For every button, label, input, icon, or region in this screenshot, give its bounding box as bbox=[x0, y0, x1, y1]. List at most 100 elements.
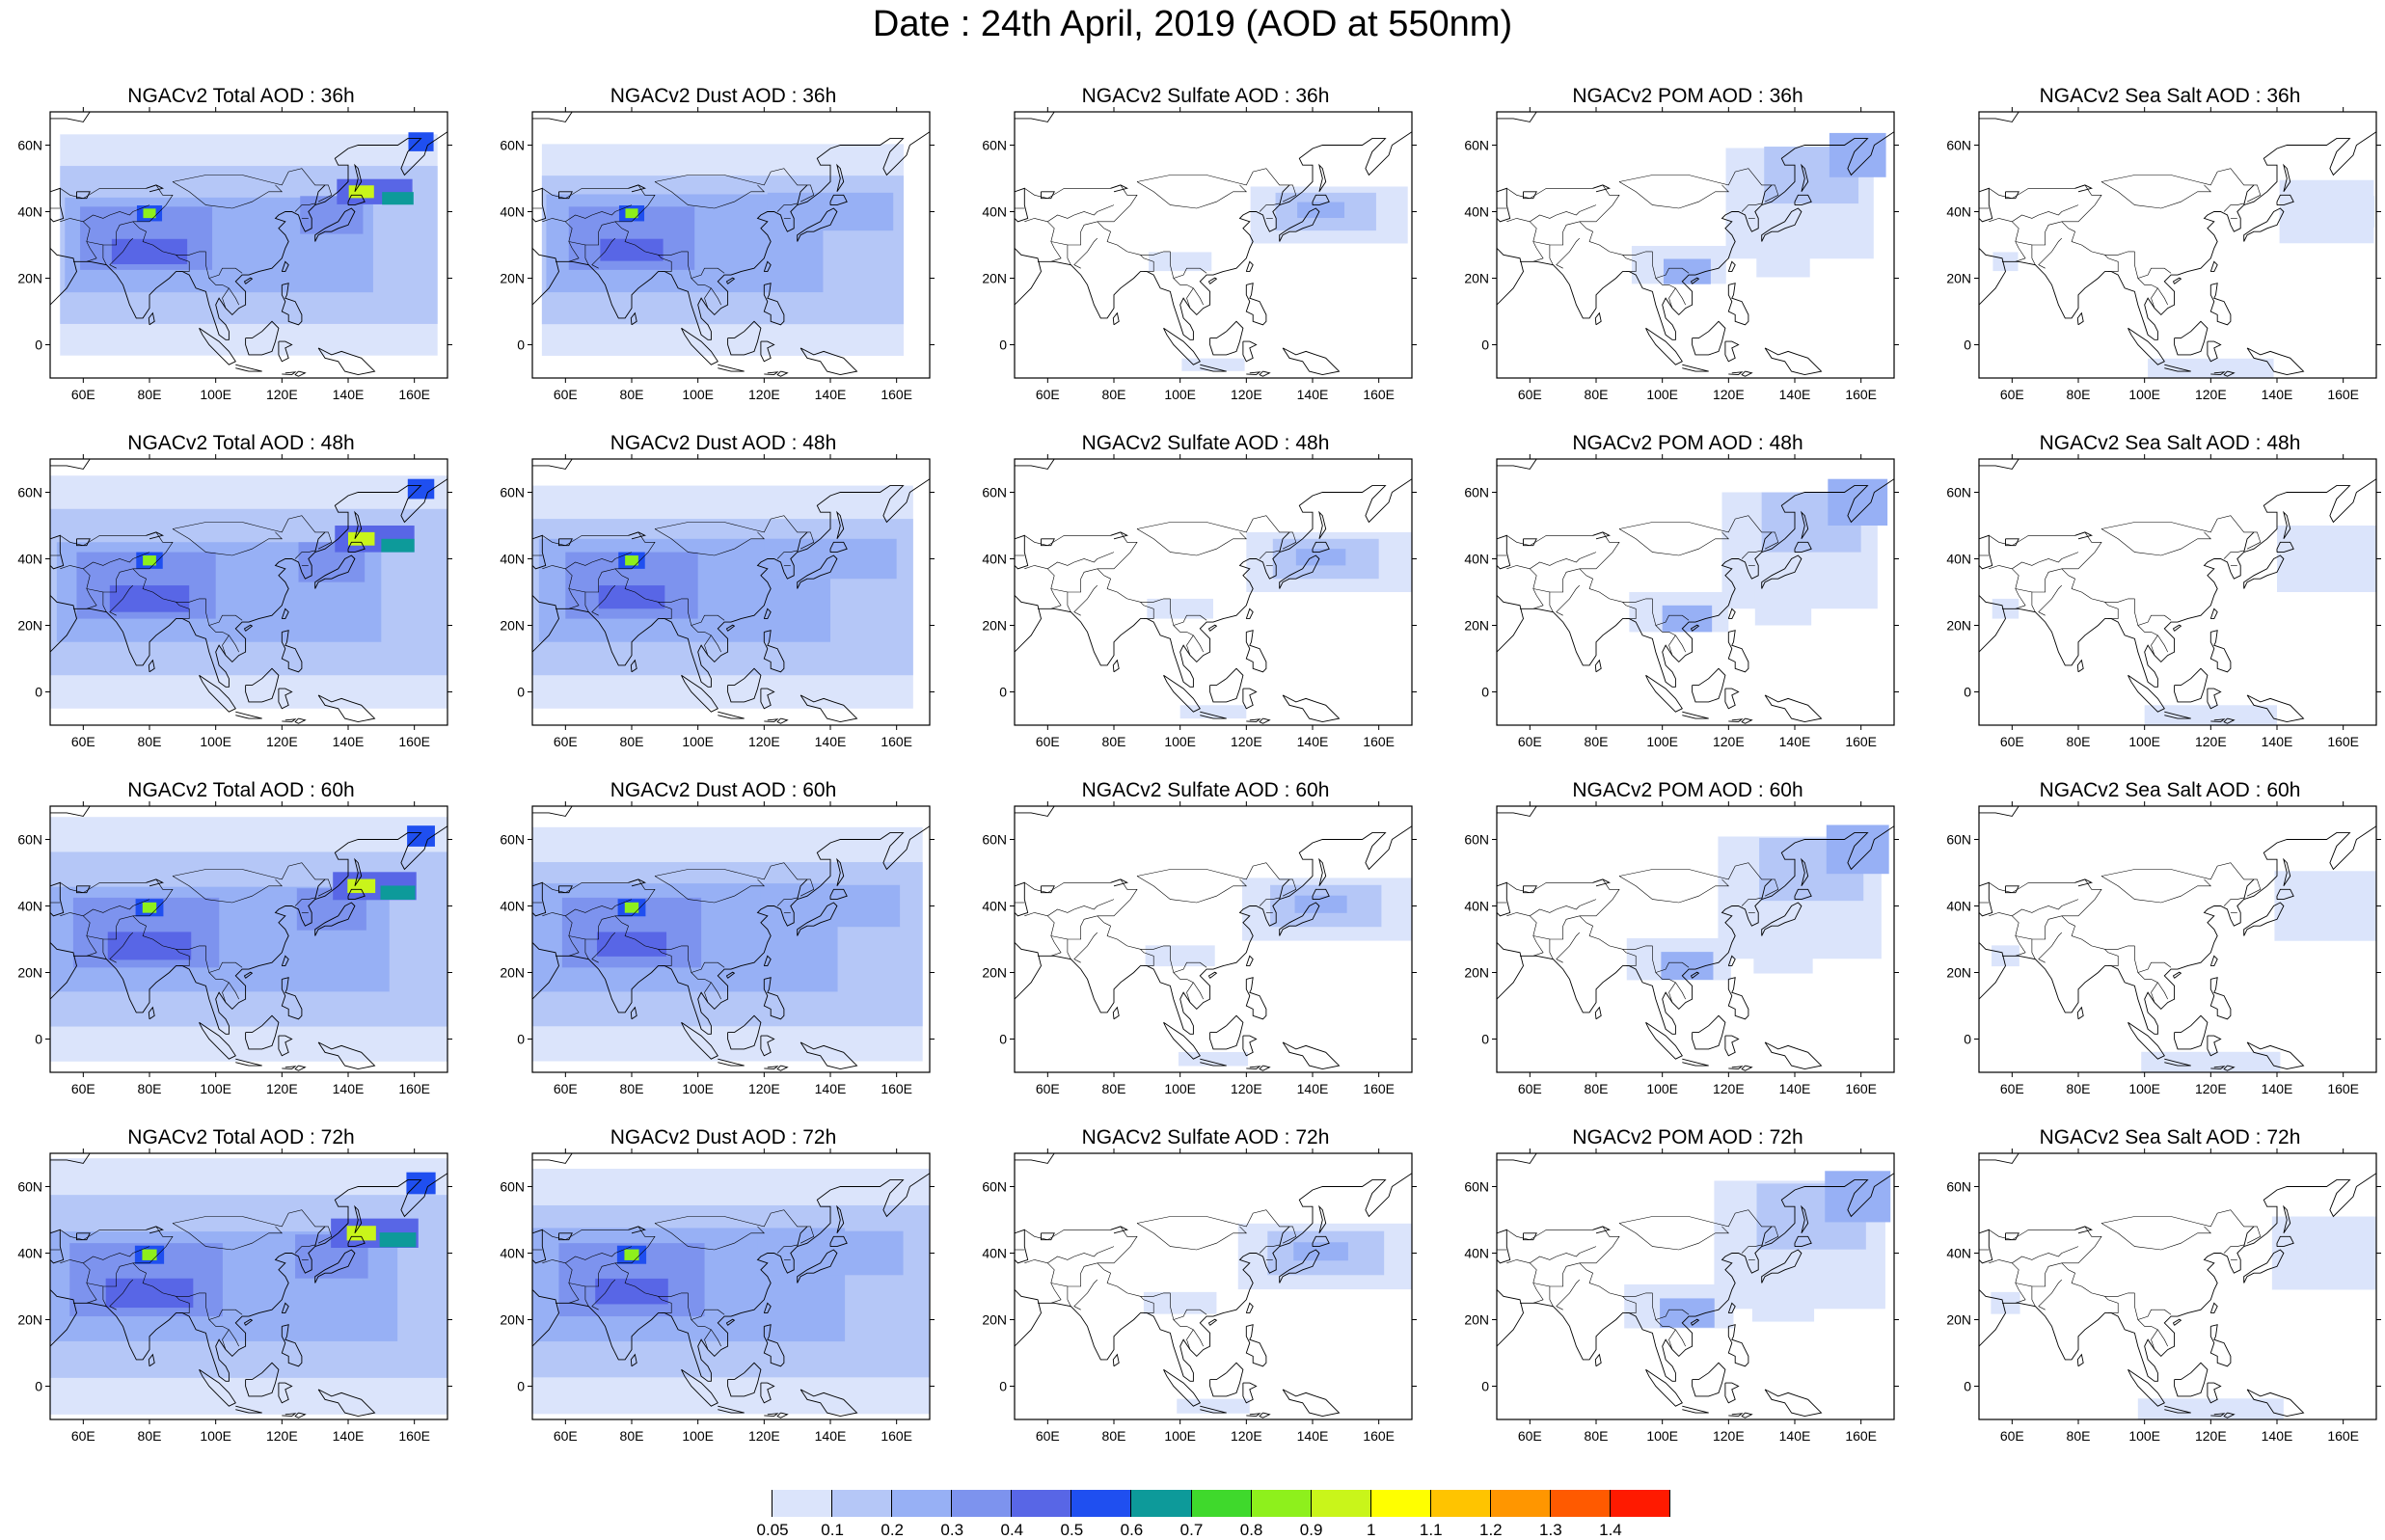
y-tick-label: 20N bbox=[1946, 271, 1971, 286]
y-tick-label: 60N bbox=[1464, 138, 1489, 153]
x-tick-label: 120E bbox=[2195, 1428, 2227, 1444]
panel-title: NGACv2 Dust AOD : 48h bbox=[610, 432, 837, 454]
y-tick-label: 20N bbox=[500, 965, 525, 981]
x-tick-label: 100E bbox=[2128, 1428, 2160, 1444]
x-tick-label: 60E bbox=[71, 1081, 95, 1096]
aod-contour bbox=[381, 538, 415, 553]
colorbar-label: 1 bbox=[1366, 1521, 1376, 1539]
coastline bbox=[1497, 459, 1894, 724]
map-plot: 0 20N 40N 60N 60E 80E 100E 120E 140E 160E bbox=[982, 107, 1417, 402]
map-plot: 0 20N 40N 60N 60E 80E 100E 120E 140E 160E bbox=[17, 107, 452, 402]
map-plot: 0 20N 40N 60N 60E 80E 100E 120E 140E 160E bbox=[1464, 454, 1899, 749]
map-plot: 0 20N 40N 60N 60E 80E 100E 120E 140E 160E bbox=[500, 454, 935, 749]
y-tick-label: 40N bbox=[17, 552, 42, 567]
aod-contour bbox=[348, 531, 375, 546]
aod-field bbox=[1624, 1171, 1891, 1329]
map-plot: 0 20N 40N 60N 60E 80E 100E 120E 140E 160E bbox=[500, 107, 935, 402]
aod-contour bbox=[757, 1230, 904, 1276]
colorbar-swatch bbox=[1012, 1490, 1072, 1517]
x-tick-label: 80E bbox=[1585, 1081, 1609, 1096]
x-tick-label: 120E bbox=[748, 1428, 780, 1444]
y-tick-label: 60N bbox=[1464, 1179, 1489, 1195]
y-tick-label: 60N bbox=[982, 485, 1007, 500]
map-panel-pom-48: NGACv2 POM AOD : 48h 0 20N 40N 60N 60E 80E 100E… bbox=[1447, 432, 1900, 750]
y-tick-label: 60N bbox=[982, 138, 1007, 153]
aod-contour bbox=[105, 1278, 194, 1309]
aod-contour bbox=[1295, 549, 1346, 566]
x-tick-label: 100E bbox=[682, 387, 714, 402]
coastline bbox=[50, 112, 447, 377]
y-tick-label: 0 bbox=[999, 685, 1007, 700]
map-plot: 0 20N 40N 60N 60E 80E 100E 120E 140E 160E bbox=[17, 1148, 452, 1444]
map-panel-dust-36: NGACv2 Dust AOD : 36h 0 20N 40N 60N 60E 80E 100… bbox=[482, 85, 935, 403]
y-tick-label: 40N bbox=[1946, 552, 1971, 567]
aod-contour bbox=[2306, 1234, 2376, 1272]
y-tick-label: 0 bbox=[35, 685, 42, 700]
x-tick-label: 80E bbox=[2067, 1081, 2091, 1096]
x-tick-label: 60E bbox=[1518, 1081, 1542, 1096]
x-tick-label: 80E bbox=[620, 387, 644, 402]
map-panel-dust-72: NGACv2 Dust AOD : 72h 0 20N 40N 60N 60E 80E 100… bbox=[482, 1126, 935, 1445]
aod-contour bbox=[408, 132, 434, 151]
y-tick-label: 40N bbox=[1946, 899, 1971, 914]
aod-contour bbox=[107, 932, 192, 960]
x-tick-label: 120E bbox=[748, 387, 780, 402]
panel-title: NGACv2 Sea Salt AOD : 60h bbox=[2039, 779, 2301, 801]
y-tick-label: 0 bbox=[1481, 1379, 1489, 1394]
colorbar-label: 0.05 bbox=[756, 1521, 789, 1539]
x-tick-label: 60E bbox=[1518, 1428, 1542, 1444]
panel-title: NGACv2 Total AOD : 48h bbox=[127, 432, 355, 454]
x-tick-label: 120E bbox=[2195, 387, 2227, 402]
x-tick-label: 140E bbox=[815, 1081, 847, 1096]
y-tick-label: 40N bbox=[500, 899, 525, 914]
y-tick-label: 20N bbox=[1464, 618, 1489, 634]
map-panel-dust-48: NGACv2 Dust AOD : 48h 0 20N 40N 60N 60E 80E 100… bbox=[482, 432, 935, 750]
panel-title: NGACv2 Total AOD : 72h bbox=[127, 1126, 355, 1148]
y-tick-label: 0 bbox=[1481, 685, 1489, 700]
x-tick-label: 120E bbox=[1231, 387, 1262, 402]
y-tick-label: 60N bbox=[17, 1179, 42, 1195]
y-tick-label: 0 bbox=[517, 338, 525, 353]
aod-contour bbox=[407, 478, 435, 500]
x-tick-label: 160E bbox=[398, 1081, 430, 1096]
aod-contour bbox=[595, 1278, 668, 1305]
colorbar-label: 0.9 bbox=[1299, 1521, 1323, 1539]
x-tick-label: 100E bbox=[1646, 734, 1678, 749]
colorbar-label: 0.5 bbox=[1060, 1521, 1084, 1539]
colorbar-swatch bbox=[713, 1490, 773, 1517]
x-tick-label: 160E bbox=[881, 1428, 912, 1444]
y-tick-label: 60N bbox=[500, 1179, 525, 1195]
x-tick-label: 160E bbox=[398, 387, 430, 402]
x-tick-label: 120E bbox=[1231, 734, 1262, 749]
y-tick-label: 0 bbox=[517, 1032, 525, 1047]
y-tick-label: 40N bbox=[17, 1246, 42, 1261]
colorbar-swatch bbox=[1610, 1490, 1670, 1517]
colorbar-swatch bbox=[1550, 1490, 1611, 1517]
x-tick-label: 100E bbox=[2128, 734, 2160, 749]
x-tick-label: 80E bbox=[2067, 734, 2091, 749]
coastline bbox=[50, 1153, 447, 1418]
map-plot: 0 20N 40N 60N 60E 80E 100E 120E 140E 160E bbox=[1946, 1148, 2381, 1444]
panel-title: NGACv2 Sulfate AOD : 36h bbox=[1081, 85, 1330, 107]
x-tick-label: 160E bbox=[1845, 734, 1877, 749]
y-tick-label: 20N bbox=[500, 271, 525, 286]
x-tick-label: 100E bbox=[1164, 734, 1196, 749]
panel-title: NGACv2 Sea Salt AOD : 72h bbox=[2039, 1126, 2301, 1148]
coastline bbox=[1979, 459, 2376, 724]
x-tick-label: 60E bbox=[1518, 734, 1542, 749]
y-tick-label: 60N bbox=[1946, 1179, 1971, 1195]
y-tick-label: 20N bbox=[1946, 965, 1971, 981]
y-tick-label: 0 bbox=[1481, 338, 1489, 353]
x-tick-label: 80E bbox=[1102, 387, 1126, 402]
coastline bbox=[532, 1153, 930, 1418]
x-tick-label: 80E bbox=[1102, 734, 1126, 749]
x-tick-label: 140E bbox=[1779, 1428, 1811, 1444]
aod-contour bbox=[1143, 1291, 1217, 1314]
aod-contour bbox=[2141, 1051, 2281, 1072]
coastline bbox=[1015, 806, 1412, 1071]
aod-contour bbox=[1293, 1242, 1348, 1261]
colorbar-label: 0.2 bbox=[881, 1521, 905, 1539]
colorbar-label: 0.1 bbox=[821, 1521, 844, 1539]
map-panel-sulfate-36: NGACv2 Sulfate AOD : 36h 0 20N 40N 60N 60E 80E… bbox=[964, 85, 1418, 403]
y-tick-label: 40N bbox=[1946, 1246, 1971, 1261]
